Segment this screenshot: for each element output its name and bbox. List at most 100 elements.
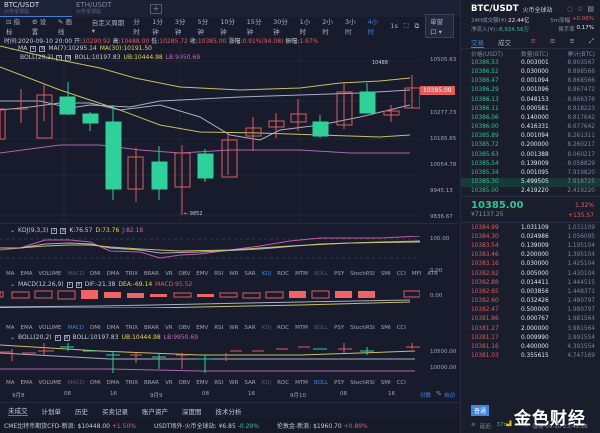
- ind-cci[interactable]: CCI: [396, 325, 406, 331]
- ind-macd[interactable]: MACD: [67, 380, 85, 386]
- orderbook-row[interactable]: 10381.16 0.400000 4.391554: [471, 344, 595, 351]
- ind-kdj[interactable]: KDJ: [261, 325, 272, 331]
- ind-ema[interactable]: EMA: [20, 325, 33, 331]
- orderbook-row[interactable]: 10385.63 0.001388 8.060217: [471, 151, 595, 158]
- ind-cci[interactable]: CCI: [396, 271, 406, 277]
- orderbook-row[interactable]: 10382.65 0.003856 1.448371: [471, 288, 595, 295]
- orderbook-row[interactable]: 10382.60 0.032426 1.480797: [471, 298, 595, 305]
- orderbook-row[interactable]: 10382.47 0.500000 1.980797: [471, 307, 595, 314]
- close-icon[interactable]: ×: [63, 334, 70, 341]
- ind-wr[interactable]: WR: [229, 271, 239, 277]
- orderbook-row[interactable]: 10386.00 0.416331 8.677642: [471, 124, 595, 131]
- ind-smi[interactable]: SMI: [380, 325, 391, 331]
- tab-analysis[interactable]: 技术分析: [215, 407, 242, 416]
- ind-kdj[interactable]: KDJ: [261, 380, 272, 386]
- ind-vr[interactable]: VR: [164, 380, 173, 386]
- ticker-item[interactable]: 伦敦金-新浪: $1960.70 +0.89%: [276, 423, 368, 430]
- close-icon[interactable]: ×: [60, 227, 67, 234]
- ind-ema[interactable]: EMA: [20, 271, 33, 277]
- ind-obv[interactable]: OBV: [178, 325, 191, 331]
- orderbook-row[interactable]: 10384.99 1.031109 1.031109: [471, 224, 595, 231]
- ind-stochrsi[interactable]: StochRSI: [350, 271, 375, 277]
- ind-psy[interactable]: PSY: [334, 271, 345, 277]
- orderbook-row[interactable]: 10381.27 2.000000 3.981564: [471, 325, 595, 332]
- gear-icon[interactable]: •: [51, 227, 58, 234]
- close-icon[interactable]: ×: [75, 281, 82, 288]
- log-scale-toggle[interactable]: 对数: [420, 393, 432, 399]
- period-30m[interactable]: 30分钟: [273, 18, 288, 36]
- period-1h[interactable]: 1小时: [299, 18, 311, 36]
- orderbook-row[interactable]: 10386.52 0.030000 8.898566: [471, 68, 595, 75]
- ind-ma[interactable]: MA: [6, 271, 15, 277]
- candlestick-chart[interactable]: [0, 45, 420, 225]
- alert-icon[interactable]: ◌: [566, 5, 574, 13]
- ind-boll[interactable]: BOLL: [313, 325, 329, 331]
- period-10m[interactable]: 10分钟: [220, 18, 235, 36]
- auto-scale-toggle[interactable]: 自动: [444, 393, 456, 399]
- orderbook-row[interactable]: 10386.11 0.000581 8.818223: [471, 105, 595, 112]
- ticker-item[interactable]: CME比特币期货CFD-新浪: $10448.00 +1.50%: [4, 423, 136, 430]
- tab-open-orders[interactable]: 未成交: [8, 407, 28, 416]
- ind-rsi[interactable]: RSI: [214, 380, 224, 386]
- ind-volume[interactable]: VOLUME: [38, 380, 62, 386]
- ind-sar[interactable]: SAR: [244, 380, 256, 386]
- ind-cci[interactable]: CCI: [396, 380, 406, 386]
- mode-badge[interactable]: 普通: [471, 405, 490, 416]
- orderbook-row[interactable]: 10385.54 0.139009 8.058829: [471, 160, 595, 167]
- ind-trix[interactable]: TRIX: [125, 271, 138, 277]
- ind-dma[interactable]: DMA: [106, 325, 120, 331]
- orderbook-row[interactable]: 10385.30 5.499505 7.918725: [461, 177, 600, 187]
- ind-psy[interactable]: PSY: [334, 325, 345, 331]
- ind-trix[interactable]: TRIX: [125, 380, 138, 386]
- boll-chart[interactable]: [0, 343, 420, 373]
- ind-trix[interactable]: TRIX: [125, 325, 138, 331]
- ind-mtm[interactable]: MTM: [295, 271, 308, 277]
- tab-plan-orders[interactable]: 计划单: [41, 407, 62, 416]
- ind-mtm[interactable]: MTM: [295, 325, 308, 331]
- draw-button[interactable]: ✎ 画线: [57, 18, 72, 36]
- orderbook-row[interactable]: 10382.88 0.014411 1.444515: [471, 279, 595, 286]
- ind-psy[interactable]: PSY: [334, 380, 345, 386]
- note-icon[interactable]: ▤: [587, 5, 594, 13]
- indicator-button[interactable]: ⊡ 指标: [6, 18, 21, 36]
- tab-btc-usdt[interactable]: BTC/USDT 火币全球站: [0, 0, 72, 17]
- gear-icon[interactable]: •: [66, 281, 73, 288]
- tab-deals[interactable]: 成交: [498, 39, 511, 47]
- orderbook-row[interactable]: 10386.53 0.003001 8.903567: [471, 59, 595, 66]
- fullscreen-icon[interactable]: ⛶: [403, 21, 409, 30]
- orderbook-row[interactable]: 10383.46 0.200000 1.395104: [471, 252, 595, 259]
- ind-obv[interactable]: OBV: [178, 271, 191, 277]
- ind-emv[interactable]: EMV: [196, 325, 209, 331]
- period-4h[interactable]: 4小时: [367, 18, 379, 36]
- layout-asks-icon[interactable]: ≡: [569, 37, 575, 45]
- period-15m[interactable]: 15分钟: [246, 18, 262, 36]
- ind-vr[interactable]: VR: [164, 271, 173, 277]
- ind-brar[interactable]: BRAR: [143, 325, 159, 331]
- orderbook-row[interactable]: 10382.92 0.005000 1.430104: [471, 270, 595, 277]
- close-icon[interactable]: ×: [65, 54, 72, 61]
- orderbook-row[interactable]: 10386.06 0.140000 8.817642: [471, 114, 595, 121]
- orderbook-row[interactable]: 10385.89 0.001094 8.261311: [471, 133, 595, 140]
- ind-stochrsi[interactable]: StochRSI: [350, 325, 375, 331]
- ind-stochrsi[interactable]: StochRSI: [350, 380, 375, 386]
- ind-rsi[interactable]: RSI: [214, 271, 224, 277]
- ind-brar[interactable]: BRAR: [143, 380, 159, 386]
- tab-assets[interactable]: 账户资产: [142, 407, 168, 416]
- kdj-chart[interactable]: [0, 236, 420, 266]
- ind-macd[interactable]: MACD: [67, 271, 85, 277]
- orderbook-row[interactable]: 10381.86 0.000767 1.981564: [471, 316, 595, 323]
- ind-dmi[interactable]: DMI: [90, 380, 101, 386]
- ind-dma[interactable]: DMA: [106, 380, 120, 386]
- ind-roc[interactable]: ROC: [277, 380, 290, 386]
- orderbook-row[interactable]: 10381.17 0.009990 3.991554: [471, 334, 595, 341]
- period-3m[interactable]: 3分钟: [174, 18, 186, 36]
- ind-macd[interactable]: MACD: [67, 325, 85, 331]
- orderbook-row[interactable]: 10386.29 0.001096 8.867472: [471, 87, 595, 94]
- ind-dmi[interactable]: DMI: [90, 271, 101, 277]
- ind-boll[interactable]: BOLL: [313, 380, 329, 386]
- star-icon[interactable]: ☆: [577, 5, 584, 13]
- gear-icon[interactable]: •: [54, 334, 61, 341]
- orderbook-row[interactable]: 10385.34 0.001095 7.919820: [471, 170, 595, 177]
- speed-toggle[interactable]: 1s: [390, 22, 398, 30]
- settings-button[interactable]: ⚙ 设置: [31, 18, 47, 36]
